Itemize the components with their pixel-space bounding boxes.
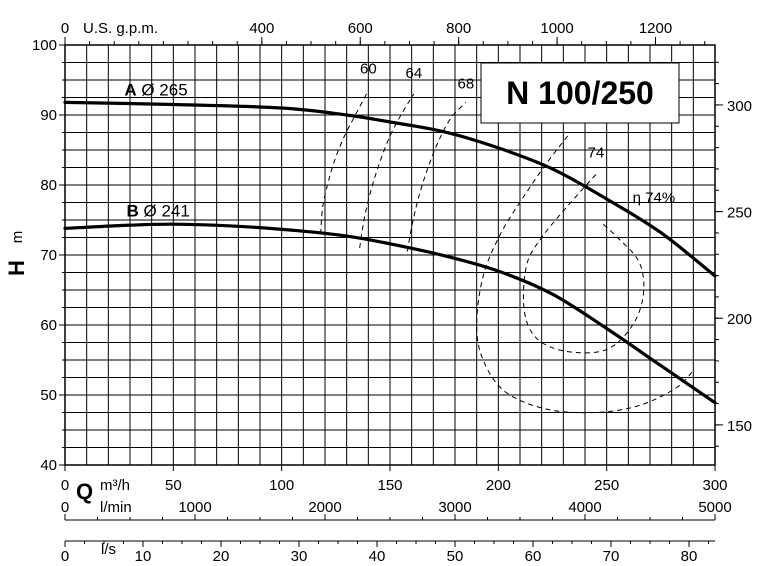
x-main-tick-label: 100 — [269, 477, 294, 494]
x-lmin-tick-label: 2000 — [308, 499, 341, 516]
chart-title: N 100/250 — [506, 75, 654, 111]
x-ls-tick-label: 30 — [291, 548, 308, 565]
y-axis-unit: m — [9, 231, 26, 244]
x-top-tick-label: 400 — [249, 20, 274, 37]
curve-label-diameter: Ø 241 — [139, 202, 190, 221]
y-left-tick-label: 60 — [40, 317, 57, 334]
y-left-tick-label: 50 — [40, 387, 57, 404]
x-main-tick-label: 250 — [594, 477, 619, 494]
efficiency-label-60: 60 — [360, 61, 377, 78]
y-left-tick-label: 90 — [40, 107, 57, 124]
x-main-unit: m³/h — [100, 477, 130, 494]
efficiency-curve-64 — [359, 93, 415, 249]
x-lmin-unit: l/min — [100, 499, 132, 516]
curve-label-b: B Ø 241 — [127, 202, 190, 221]
efficiency-curve-74 — [522, 174, 645, 354]
y-right-tick-label: 300 — [727, 98, 752, 115]
title-box — [480, 62, 680, 124]
y-axis-letter: H — [4, 260, 29, 276]
y-left-tick-label: 70 — [40, 247, 57, 264]
x-top-tick-label: 800 — [446, 20, 471, 37]
title-area: N 100/250 — [480, 62, 680, 124]
x-ls-tick-label: 0 — [61, 548, 69, 565]
curve-label-a: A Ø 265 — [124, 80, 187, 99]
y-left-tick-label: 40 — [40, 457, 57, 474]
x-lmin-tick-label: 5000 — [698, 499, 731, 516]
x-top-tick-label: 0 — [61, 20, 69, 37]
curve-label-letter: B — [127, 202, 139, 221]
head-curve-a — [63, 100, 717, 278]
curve-label-letter: A — [124, 80, 136, 99]
x-ls-tick-label: 10 — [135, 548, 152, 565]
x-top-tick-label: 1000 — [540, 20, 573, 37]
y-left-tick-label: 80 — [40, 177, 57, 194]
y-right-tick-label: 200 — [727, 311, 752, 328]
x-lmin-tick-label: 3000 — [438, 499, 471, 516]
x-top-tick-label: 600 — [348, 20, 373, 37]
x-ls-tick-label: 20 — [213, 548, 230, 565]
x-main-tick-label: 300 — [702, 477, 727, 494]
x-lmin-tick-label: 1000 — [178, 499, 211, 516]
x-main-tick-label: 150 — [377, 477, 402, 494]
efficiency-max-label: η 74% — [633, 190, 676, 207]
x-ls-tick-label: 40 — [369, 548, 386, 565]
x-ls-tick-label: 60 — [525, 548, 542, 565]
x-main-tick-label: 200 — [486, 477, 511, 494]
head-curves: A Ø 265 B Ø 241 — [63, 80, 717, 405]
y-right-tick-label: 250 — [727, 205, 752, 222]
x-top-tick-label: 1200 — [639, 20, 672, 37]
x-axis-letter: Q — [76, 479, 93, 504]
y-right-tick-label: 150 — [727, 418, 752, 435]
x-ls-tick-label: 50 — [447, 548, 464, 565]
x-lmin-tick-label: 4000 — [568, 499, 601, 516]
grid — [64, 44, 716, 466]
efficiency-curve-68 — [406, 102, 467, 252]
x-top-unit: U.S. g.p.m. — [83, 20, 158, 37]
efficiency-curve-72 — [476, 135, 694, 414]
x-ls-tick-label: 70 — [603, 548, 620, 565]
x-main-tick-label: 50 — [165, 477, 182, 494]
efficiency-label-74: 74 — [587, 145, 604, 162]
efficiency-label-64: 64 — [405, 65, 422, 82]
y-left-tick-label: 100 — [32, 37, 57, 54]
efficiency-curve-60 — [320, 90, 369, 235]
x-ls-tick-label: 80 — [681, 548, 698, 565]
x-ls-unit: l/s — [101, 541, 116, 558]
curve-label-diameter: Ø 265 — [137, 80, 188, 99]
x-lmin-tick-label: 0 — [61, 499, 69, 516]
efficiency-label-68: 68 — [457, 75, 474, 92]
head-curve-b — [63, 222, 717, 405]
x-main-tick-label: 0 — [61, 477, 69, 494]
